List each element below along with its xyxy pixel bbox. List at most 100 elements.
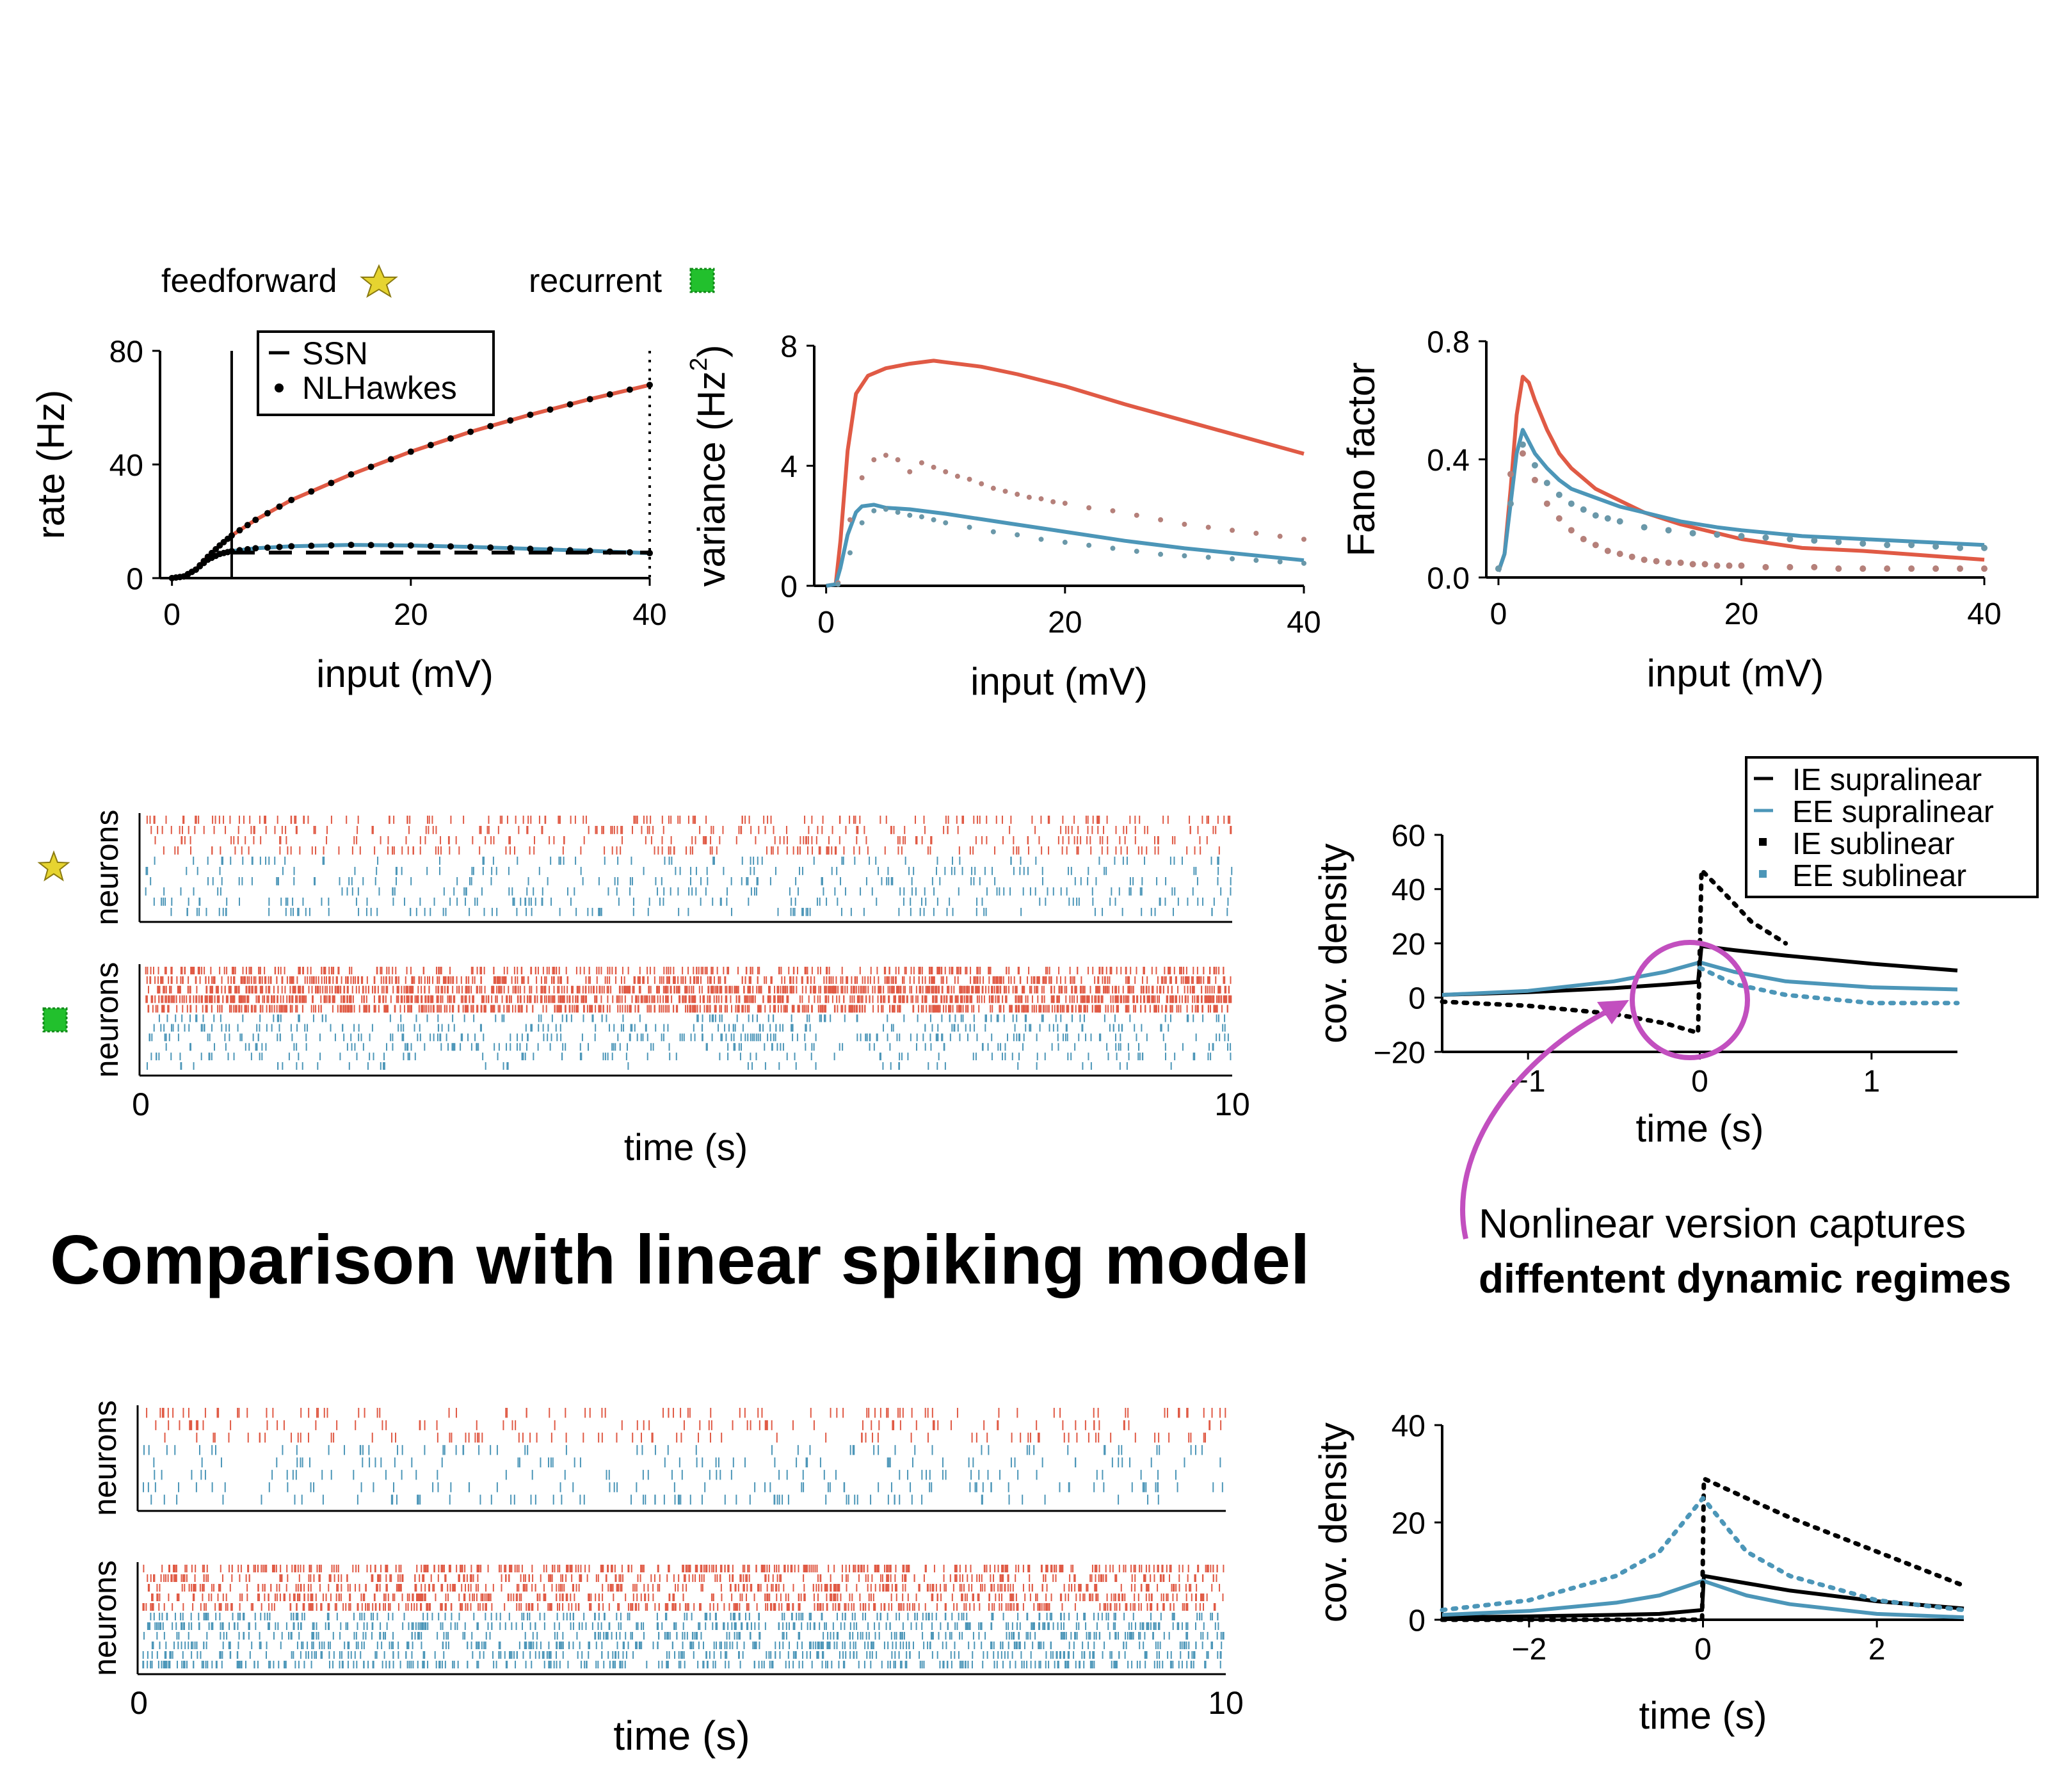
raster-row (163, 846, 1220, 855)
data-point (1038, 496, 1044, 502)
series-line (826, 503, 1305, 588)
data-point (1616, 518, 1623, 525)
data-point (1205, 524, 1211, 530)
data-point (1543, 500, 1550, 507)
data-point (847, 517, 853, 522)
data-point (1038, 537, 1044, 542)
raster-row (146, 976, 1232, 984)
data-point (1519, 450, 1526, 457)
data-point (1592, 512, 1599, 519)
data-point (1568, 527, 1575, 534)
data-point (1981, 565, 1988, 572)
y-axis-label: cov. density (1312, 843, 1354, 1043)
y-axis-label: variance (Hz2) (686, 345, 733, 587)
data-point (1628, 553, 1635, 560)
data-point (1134, 512, 1139, 518)
data-point (586, 547, 593, 554)
data-point (586, 396, 593, 403)
data-point (1665, 559, 1672, 566)
data-point (1158, 517, 1164, 522)
raster-row (154, 1469, 1177, 1480)
data-point (895, 510, 901, 515)
data-point (1908, 565, 1915, 572)
data-point (1062, 540, 1068, 545)
data-point (1604, 515, 1611, 522)
data-point (1253, 558, 1259, 563)
data-point (387, 456, 394, 463)
data-point (252, 545, 259, 552)
data-point (895, 457, 901, 463)
y-axis-label: rate (Hz) (29, 390, 72, 539)
data-point (1158, 551, 1164, 557)
raster-row (150, 1494, 1159, 1505)
data-point (1604, 547, 1611, 554)
series-line (1497, 428, 1985, 572)
data-point (1555, 515, 1562, 522)
y-tick-label: 0.4 (1427, 444, 1470, 478)
series-dots (1495, 441, 1988, 572)
data-point (1230, 528, 1235, 533)
y-tick-label: 4 (780, 450, 798, 484)
legend-label: EE supralinear (1792, 795, 1994, 829)
data-point (1932, 543, 1939, 550)
data-point (1714, 531, 1721, 538)
raster-row (145, 867, 1233, 875)
raster-feedforward-panel: neurons (37, 810, 1233, 926)
data-point (883, 506, 888, 512)
data-point (213, 545, 220, 553)
data-point (1957, 565, 1964, 572)
data-point (1015, 532, 1020, 538)
data-point (1884, 565, 1891, 572)
data-point (626, 386, 633, 393)
data-point (487, 423, 494, 430)
raster-linear-feedforward-panel: neurons (87, 1400, 1226, 1516)
data-point (1932, 565, 1939, 572)
data-point (1555, 491, 1562, 498)
raster-row (147, 1005, 1228, 1013)
x-tick-label: 20 (394, 598, 428, 632)
data-point (427, 442, 434, 449)
y-tick-label: 60 (1392, 819, 1426, 853)
raster-row (150, 877, 1232, 885)
data-point (979, 481, 984, 487)
data-point (1787, 536, 1794, 543)
data-point (244, 545, 251, 553)
data-point (835, 581, 841, 587)
data-point (859, 475, 865, 481)
data-point (1762, 534, 1769, 541)
x-tick-label: 40 (1967, 597, 2001, 631)
data-point (547, 406, 554, 413)
data-point (1835, 538, 1842, 545)
y-tick-label: 0 (1408, 982, 1426, 1016)
raster-row (154, 857, 1219, 865)
y-axis-label: neurons (89, 962, 125, 1078)
data-point (1205, 554, 1211, 560)
x-tick-label: 10 (1214, 1086, 1250, 1122)
data-point (1519, 441, 1526, 448)
data-point (954, 473, 960, 479)
data-point (1015, 492, 1020, 497)
data-point (1580, 536, 1587, 543)
legend-dot-marker (275, 383, 284, 392)
data-point (1726, 562, 1733, 569)
x-tick-label: 0 (132, 1086, 150, 1122)
data-point (1616, 551, 1623, 558)
data-point (919, 460, 924, 465)
data-point (1086, 542, 1092, 548)
data-point (1507, 500, 1514, 507)
series-dots (1495, 450, 1988, 572)
data-point (1738, 562, 1745, 569)
data-point (931, 517, 936, 522)
data-point (527, 545, 534, 553)
data-point (276, 544, 283, 551)
data-point (1543, 480, 1550, 487)
data-point (547, 546, 554, 553)
y-label-sup: 2 (686, 358, 712, 371)
data-point (1277, 559, 1283, 565)
y-axis-label: neurons (89, 810, 125, 926)
x-tick-label: 0 (163, 598, 181, 632)
data-point (427, 542, 434, 549)
data-point (407, 448, 414, 455)
